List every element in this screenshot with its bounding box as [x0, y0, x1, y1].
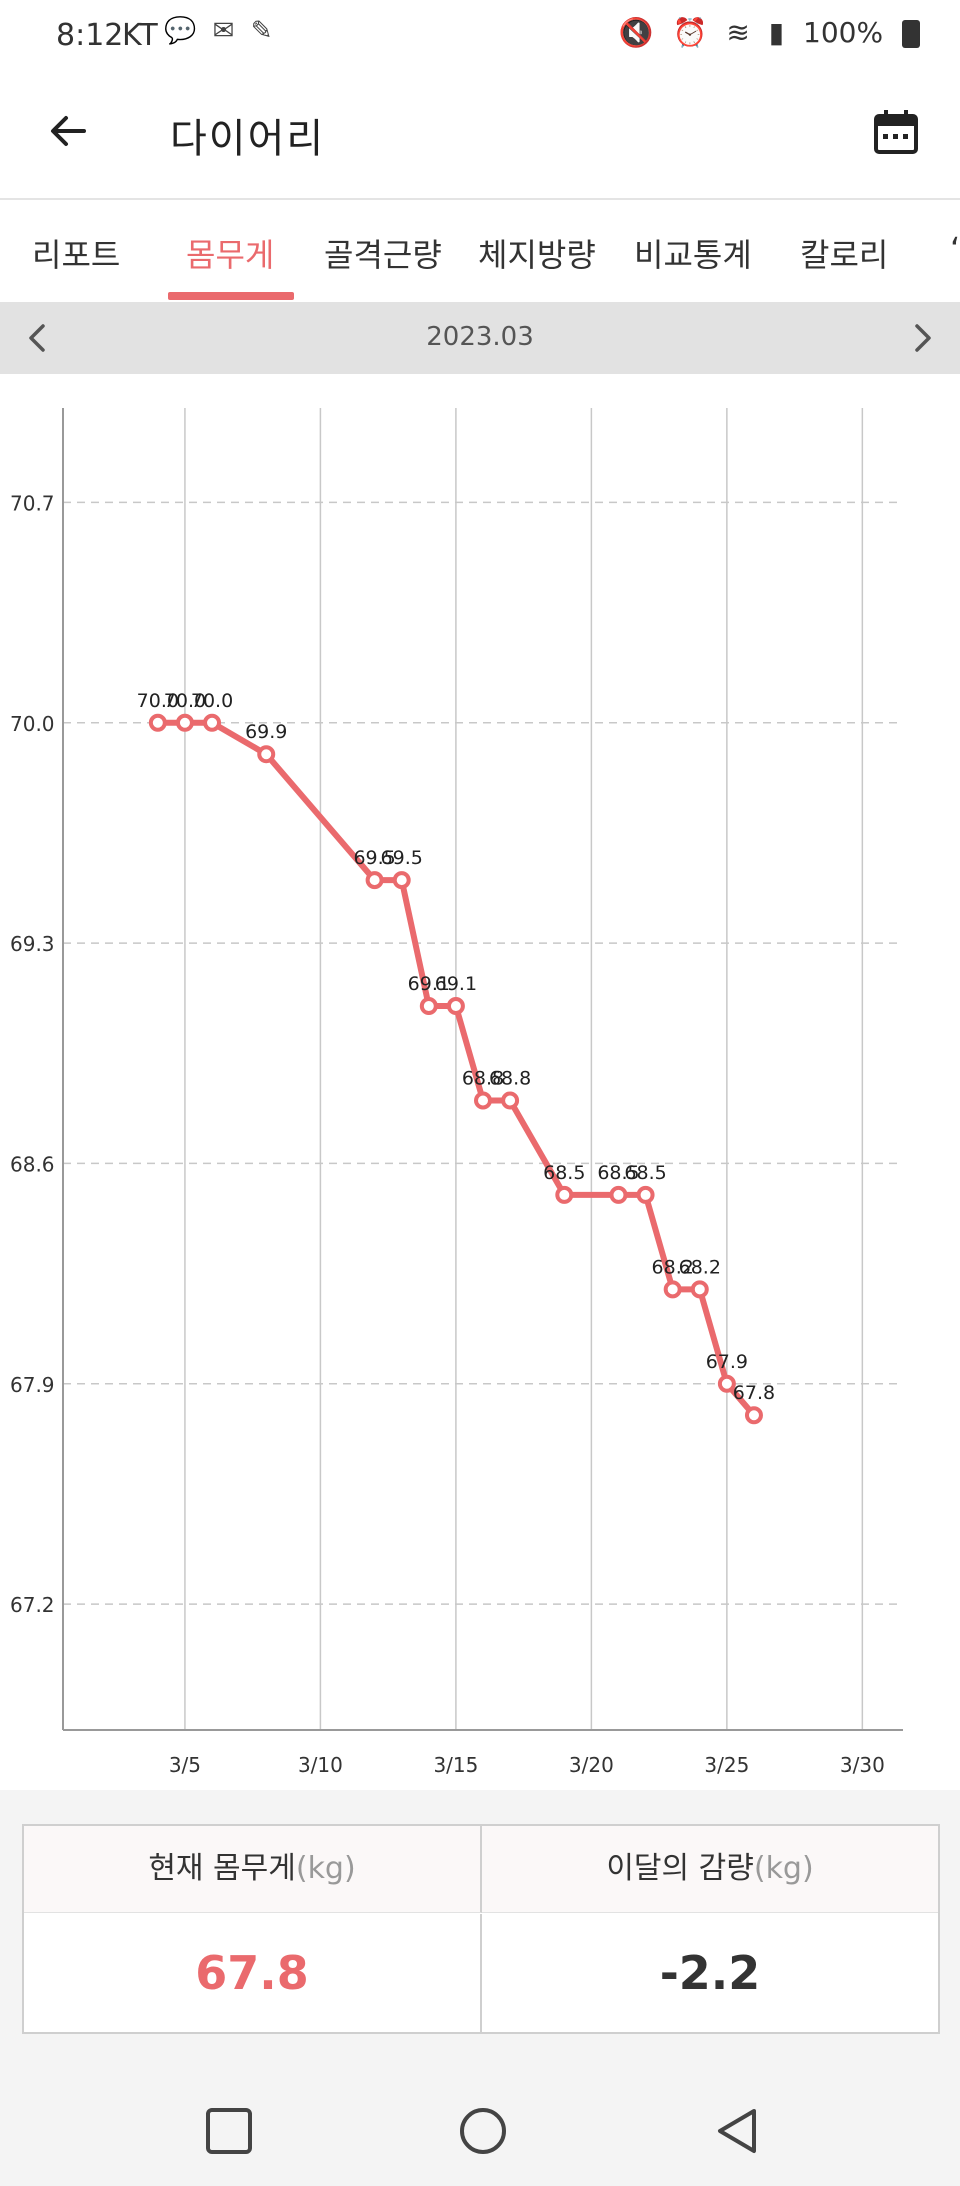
- notification-icons: 💬 ✉ ✎: [164, 16, 277, 46]
- data-label: 69.1: [435, 973, 477, 995]
- current-month: 2023.03: [426, 322, 534, 352]
- status-right: 🔇 ⏰ ≋ ▮ 100%: [609, 16, 920, 49]
- signal-icon: ▮: [768, 16, 785, 49]
- weight-chart: 70.7 70.0 69.3 68.6 67.9 67.2 3/5 3/10 3/15 3/20 3…: [0, 374, 960, 1790]
- data-label: 68.2: [652, 1256, 694, 1278]
- data-point: [609, 1185, 628, 1204]
- x-tick-label: 3/30: [840, 1753, 885, 1777]
- data-point: [148, 713, 167, 732]
- y-tick-label: 70.7: [10, 491, 55, 515]
- data-point: [365, 871, 384, 890]
- tab-bar: 리포트 몸무게 골격근량 체지방량 비교통계 칼로리 ʻ: [0, 200, 960, 300]
- app-bar: 다이어리: [0, 68, 960, 200]
- x-tick-label: 3/25: [704, 1753, 749, 1777]
- recent-apps-square-icon[interactable]: [204, 2106, 254, 2156]
- data-label: 68.2: [679, 1256, 721, 1278]
- battery-icon: [902, 20, 920, 48]
- status-carrier: KT: [122, 18, 158, 53]
- system-navigation-bar: [0, 2070, 960, 2186]
- data-point: [392, 871, 411, 890]
- monthly-loss-unit: (kg): [753, 1851, 814, 1886]
- data-label: 68.5: [597, 1162, 639, 1184]
- data-point: [419, 997, 438, 1016]
- tab-calories[interactable]: 칼로리: [800, 236, 889, 274]
- data-label: 69.5: [381, 847, 423, 869]
- data-label: 70.0: [164, 690, 206, 712]
- status-bar: 8:12 KT 💬 ✉ ✎ 🔇 ⏰ ≋ ▮ 100%: [0, 0, 960, 68]
- data-label: 67.8: [733, 1382, 775, 1404]
- alarm-icon: ⏰: [672, 16, 708, 49]
- mute-icon: 🔇: [618, 16, 654, 49]
- data-point: [555, 1185, 574, 1204]
- x-tick-label: 3/5: [169, 1753, 201, 1777]
- tab-weight[interactable]: 몸무게: [186, 236, 275, 274]
- data-label: 69.5: [353, 847, 395, 869]
- chat-icon: 💬: [164, 16, 201, 46]
- calendar-icon[interactable]: [872, 108, 920, 156]
- data-label: 68.5: [624, 1162, 666, 1184]
- current-weight-label: 현재 몸무게: [148, 1851, 296, 1886]
- y-tick-label: 69.3: [10, 932, 55, 956]
- data-point: [175, 713, 194, 732]
- previous-month-chevron-icon[interactable]: [22, 320, 52, 356]
- data-point: [663, 1280, 682, 1299]
- tab-body-fat[interactable]: 체지방량: [478, 236, 596, 274]
- y-tick-label: 67.2: [10, 1593, 55, 1617]
- current-weight-value: 67.8: [24, 1914, 482, 2032]
- back-arrow-icon[interactable]: [44, 106, 94, 156]
- battery-percent: 100%: [803, 16, 884, 49]
- data-point: [446, 997, 465, 1016]
- tab-comparison[interactable]: 비교통계: [634, 236, 752, 274]
- tab-overflow[interactable]: ʻ: [950, 230, 960, 268]
- summary-panel: 현재 몸무게(kg) 이달의 감량(kg) 67.8 -2.2: [0, 1790, 960, 2070]
- tab-muscle-mass[interactable]: 골격근량: [324, 236, 442, 274]
- next-month-chevron-icon[interactable]: [908, 320, 938, 356]
- status-time: 8:12: [56, 18, 124, 53]
- back-triangle-icon[interactable]: [712, 2106, 762, 2156]
- monthly-loss-value: -2.2: [659, 1946, 761, 2000]
- y-tick-label: 67.9: [10, 1373, 55, 1397]
- y-tick-label: 70.0: [10, 712, 55, 736]
- y-tick-label: 68.6: [10, 1152, 55, 1176]
- tab-report[interactable]: 리포트: [32, 236, 121, 274]
- x-tick-label: 3/15: [433, 1753, 478, 1777]
- data-label: 68.5: [543, 1162, 585, 1184]
- data-point: [203, 713, 222, 732]
- monthly-loss-label: 이달의 감량: [606, 1851, 754, 1886]
- wifi-icon: ≋: [726, 16, 750, 49]
- page-title: 다이어리: [170, 116, 326, 162]
- current-weight-header: 현재 몸무게(kg): [24, 1826, 482, 1913]
- data-point: [501, 1091, 520, 1110]
- data-label: 70.0: [191, 690, 233, 712]
- weight-line-chart: 70.7 70.0 69.3 68.6 67.9 67.2 3/5 3/10 3/15 3/20 3…: [10, 408, 903, 1777]
- edit-icon: ✎: [250, 16, 277, 46]
- month-navigator: 2023.03: [0, 302, 960, 374]
- monthly-loss-header: 이달의 감량(kg): [482, 1826, 938, 1913]
- data-point: [257, 745, 276, 764]
- data-point: [474, 1091, 492, 1110]
- data-label: 67.9: [706, 1351, 748, 1373]
- home-circle-icon[interactable]: [458, 2106, 508, 2156]
- data-label: 68.8: [489, 1067, 531, 1089]
- data-label: 69.1: [408, 973, 450, 995]
- app-notification-icon: ✉: [212, 16, 239, 46]
- data-point: [717, 1374, 736, 1393]
- data-point: [636, 1185, 655, 1204]
- data-label: 68.8: [462, 1067, 504, 1089]
- data-label: 69.9: [245, 721, 287, 743]
- data-point: [744, 1406, 763, 1425]
- current-weight-unit: (kg): [295, 1851, 356, 1886]
- active-tab-indicator: [168, 292, 294, 300]
- x-tick-label: 3/10: [298, 1753, 343, 1777]
- x-tick-label: 3/20: [569, 1753, 614, 1777]
- data-label: 70.0: [137, 690, 179, 712]
- summary-table: 현재 몸무게(kg) 이달의 감량(kg) 67.8 -2.2: [22, 1824, 940, 2034]
- data-point: [690, 1280, 709, 1299]
